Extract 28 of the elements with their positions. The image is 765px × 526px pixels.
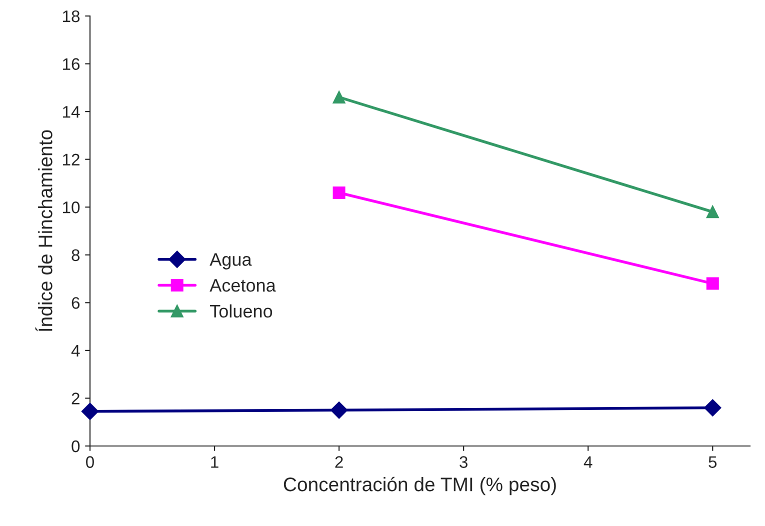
point	[704, 399, 722, 416]
point	[330, 402, 348, 419]
point	[332, 186, 346, 200]
x-tick-label: 4	[584, 456, 592, 468]
point	[706, 206, 719, 218]
y-tick-label: 16	[63, 58, 80, 70]
x-tick-label: 0	[86, 456, 94, 468]
point	[81, 402, 99, 420]
y-tick-label: 18	[63, 10, 80, 22]
y-tick-label: 10	[63, 202, 80, 214]
y-axis-title: Índice de Hinchamiento	[35, 130, 52, 332]
legend-label: Tolueno	[210, 304, 272, 318]
x-axis-title: Concentración de TMI (% peso)	[284, 476, 556, 496]
legend-label: Acetona	[210, 279, 276, 292]
y-tick-label: 6	[72, 297, 80, 309]
y-tick-label: 8	[72, 249, 80, 262]
legend-label: Agua	[210, 253, 252, 270]
y-tick-label: 0	[72, 440, 80, 452]
x-tick-label: 2	[335, 456, 343, 468]
x-tick-label: 1	[211, 456, 218, 468]
x-tick-label: 5	[708, 456, 717, 468]
y-tick-label: 2	[72, 392, 80, 404]
y-tick-label: 4	[71, 345, 80, 356]
y-tick-label: 12	[63, 154, 80, 166]
point	[706, 277, 719, 290]
y-tick-label: 14	[63, 106, 80, 118]
point	[332, 90, 346, 104]
x-tick-label: 3	[460, 456, 468, 468]
